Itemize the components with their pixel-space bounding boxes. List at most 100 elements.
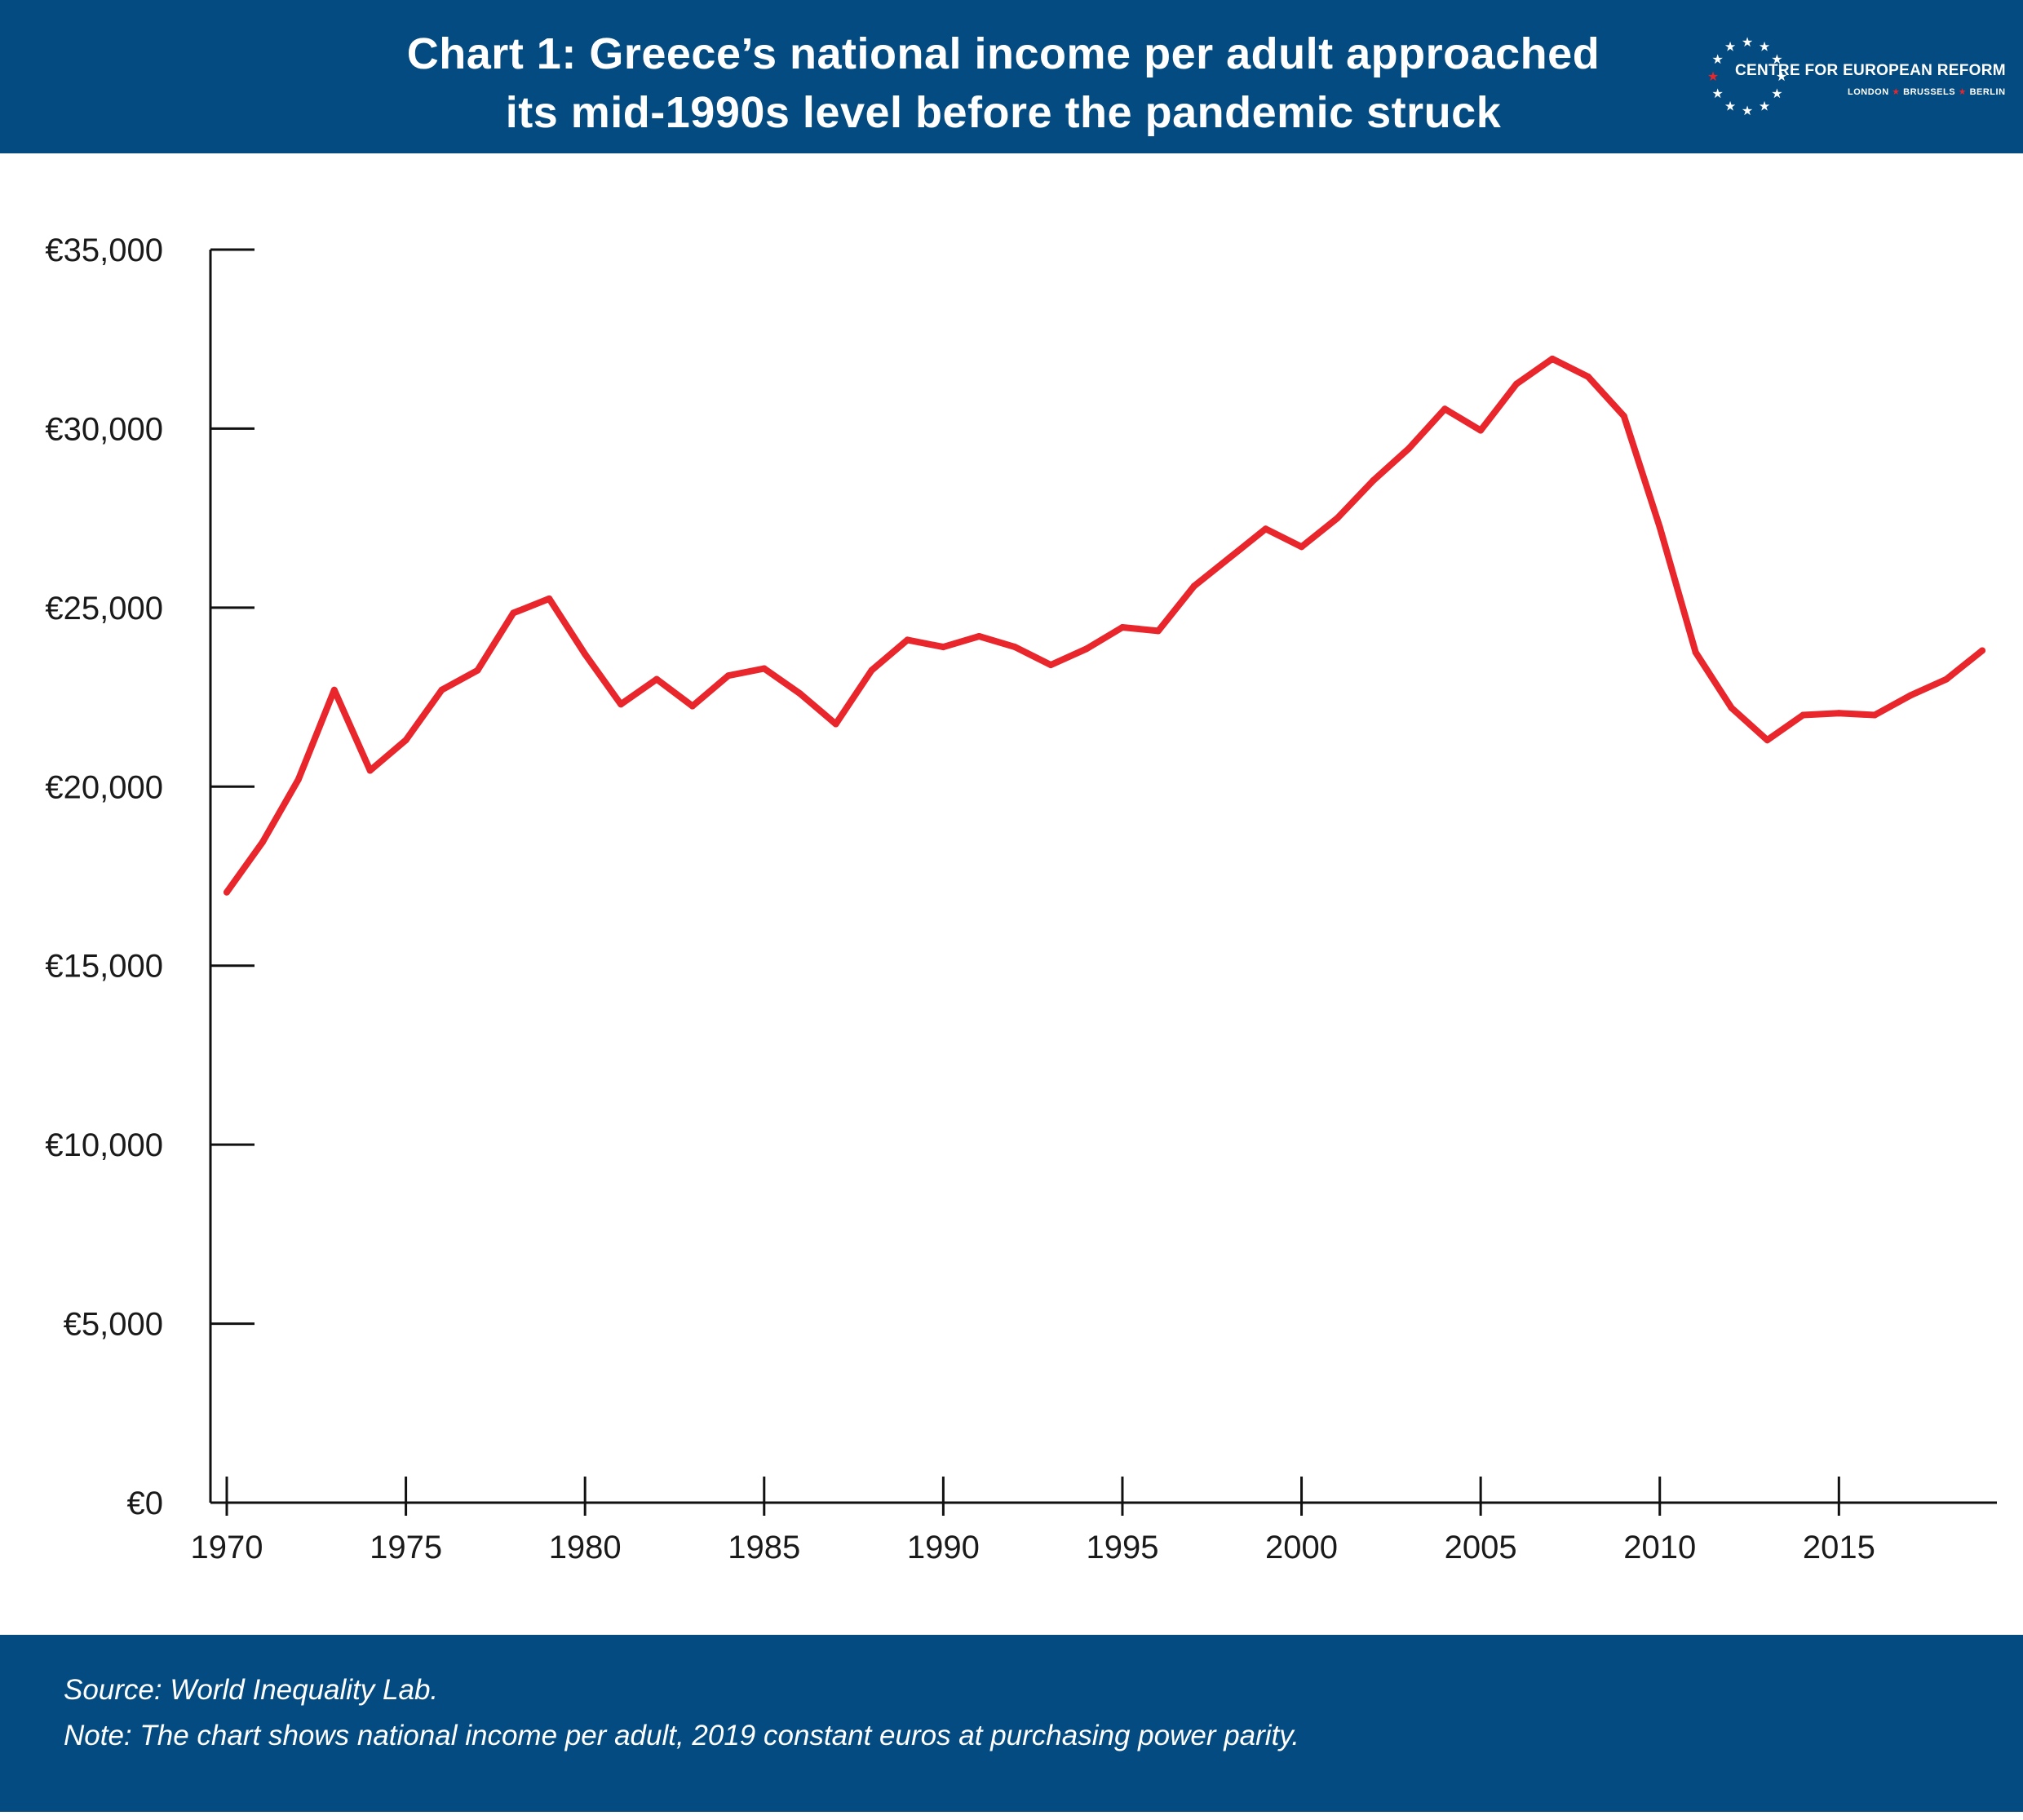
data-point <box>1656 524 1663 531</box>
series-group <box>224 355 1985 896</box>
logo-name: CENTRE FOR EUROPEAN REFORM <box>1735 62 2006 79</box>
data-point <box>1692 649 1699 656</box>
chart-title: Chart 1: Greece’s national income per ad… <box>0 24 2007 142</box>
data-point <box>1226 554 1233 561</box>
chart-header: Chart 1: Greece’s national income per ad… <box>0 0 2023 153</box>
data-point <box>510 609 517 617</box>
y-axis: €0 €5,000 €10,000 €15,000 €20,000 €25,000 €30,… <box>45 232 255 1521</box>
data-point <box>1083 645 1090 653</box>
data-point <box>259 839 266 846</box>
data-point <box>1764 737 1771 744</box>
y-tick-label: €25,000 <box>45 591 163 627</box>
data-point <box>940 644 947 651</box>
logo-star-icon: ★ <box>1711 87 1723 101</box>
logo-cities: LONDON ★ BRUSSELS ★ BERLIN <box>1848 86 2006 97</box>
y-tick-label: €35,000 <box>45 232 163 268</box>
logo-city-london: LONDON <box>1848 87 1889 97</box>
chart-footer: Source: World Inequality Lab. Note: The … <box>0 1635 2023 1812</box>
data-point <box>1477 427 1485 434</box>
data-point <box>1513 380 1521 387</box>
data-point <box>474 666 481 674</box>
eu-star-circle-icon: ★ ★★★★★★★★★★★ <box>1707 36 1787 118</box>
data-point <box>1549 355 1556 362</box>
y-tick-label: €30,000 <box>45 411 163 447</box>
data-point <box>1047 662 1055 669</box>
data-point <box>224 888 230 896</box>
x-axis: 1970 1975 1980 1985 1990 1995 2000 2005 2010 2015 <box>191 1477 1997 1565</box>
data-point <box>1584 373 1591 380</box>
logo-star-icon: ★ <box>1771 87 1782 101</box>
data-point <box>1799 711 1807 719</box>
data-point <box>796 690 803 697</box>
data-point <box>1943 675 1950 683</box>
data-point <box>402 737 409 744</box>
data-point <box>438 686 445 693</box>
data-point <box>1262 525 1269 533</box>
data-point <box>1728 704 1735 711</box>
data-point <box>1190 582 1197 590</box>
logo-star-icon: ★ <box>1759 41 1770 55</box>
x-tick-label: 1980 <box>549 1530 622 1565</box>
logo-star-icon: ★ <box>1771 53 1782 67</box>
cer-logo: ★ ★ ★ ★ ★ ★ ★ ★ ★ ★ ★ ★ CENTRE FOR EUROPEAN REFORM … <box>1707 33 2006 122</box>
data-point <box>366 767 374 774</box>
data-point <box>1871 711 1879 719</box>
data-point <box>330 686 338 693</box>
logo-star-icon: ★ <box>1711 53 1723 67</box>
logo-star-icon: ★ <box>1724 100 1736 113</box>
x-tick-label: 1995 <box>1086 1530 1158 1565</box>
x-tick-label: 2000 <box>1265 1530 1338 1565</box>
x-tick-label: 1970 <box>191 1530 263 1565</box>
y-tick-label: €15,000 <box>45 949 163 985</box>
data-point <box>1405 445 1413 452</box>
data-point <box>868 666 875 674</box>
data-point <box>832 720 839 728</box>
logo-star-icon: ★ <box>1707 70 1719 84</box>
x-tick-label: 2005 <box>1445 1530 1517 1565</box>
data-point <box>688 702 696 710</box>
data-point <box>546 595 553 602</box>
logo-star-icon: ★ <box>1776 70 1787 84</box>
logo-city-brussels: BRUSSELS <box>1903 87 1956 97</box>
data-point <box>904 636 911 644</box>
data-point <box>582 650 589 658</box>
y-tick-label: €0 <box>127 1486 164 1521</box>
data-point <box>294 776 302 783</box>
logo-city-separator: ★ <box>1958 87 1968 97</box>
logo-city-separator: ★ <box>1892 87 1901 97</box>
series-line <box>224 355 1985 896</box>
y-tick-label: €20,000 <box>45 769 163 805</box>
data-point <box>1370 477 1377 485</box>
logo-city-berlin: BERLIN <box>1969 87 2006 97</box>
data-point <box>1441 405 1449 413</box>
y-tick-label: €5,000 <box>64 1307 163 1343</box>
x-tick-label: 2015 <box>1803 1530 1875 1565</box>
data-point <box>1334 515 1341 522</box>
data-point <box>1011 644 1019 651</box>
data-point <box>976 633 983 640</box>
line-chart: €0 €5,000 €10,000 €15,000 €20,000 €25,000 €30,… <box>45 232 1997 1565</box>
y-tick-label: €10,000 <box>45 1127 163 1163</box>
data-point <box>653 675 660 683</box>
data-point <box>724 672 732 680</box>
data-point <box>1154 627 1162 635</box>
x-tick-label: 1985 <box>728 1530 800 1565</box>
chart-title-line-2: its mid-1990s level before the pandemic … <box>505 88 1502 137</box>
data-point <box>1298 543 1305 551</box>
logo-star-icon: ★ <box>1724 41 1736 55</box>
x-tick-label: 1990 <box>907 1530 980 1565</box>
logo-star-icon: ★ <box>1742 36 1753 50</box>
data-point <box>1620 413 1627 420</box>
data-point <box>618 701 625 708</box>
x-tick-label: 2010 <box>1623 1530 1696 1565</box>
logo-star-icon: ★ <box>1759 100 1770 113</box>
data-point <box>1835 710 1843 717</box>
source-note: Source: World Inequality Lab. <box>64 1674 439 1706</box>
chart-title-line-1: Chart 1: Greece’s national income per ad… <box>406 29 1600 78</box>
x-tick-label: 1975 <box>370 1530 442 1565</box>
data-point <box>1979 647 1985 654</box>
data-point <box>1907 692 1915 699</box>
chart-note: Note: The chart shows national income pe… <box>64 1720 1299 1751</box>
data-point <box>1119 624 1126 631</box>
data-point <box>760 665 768 672</box>
